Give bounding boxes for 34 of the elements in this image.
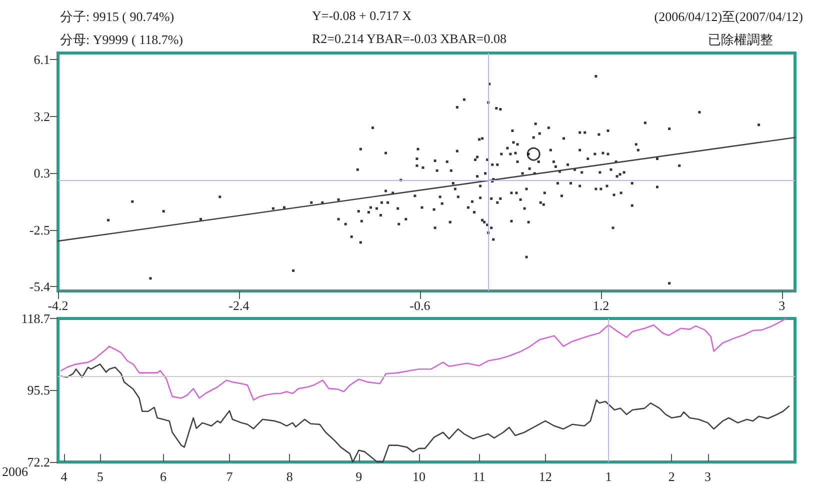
- line-series: [60, 364, 790, 463]
- x-tick-label: 9: [356, 469, 362, 483]
- x-tick-label: 1.2: [592, 298, 610, 313]
- y-tick-label: 3.2: [34, 108, 50, 124]
- x-tick-label: 1: [605, 469, 612, 483]
- text: R2=0.214 YBAR=-0.03 XBAR=0.08: [312, 31, 506, 47]
- x-tick-label: 8: [286, 469, 293, 483]
- line-series: [60, 318, 787, 401]
- text: 2006: [2, 464, 28, 480]
- x-tick-label: 3: [704, 469, 712, 483]
- x-tick-label: 7: [226, 469, 234, 483]
- y-tick-label: 0.3: [34, 166, 50, 181]
- text: 分子: 9915 ( 90.74%): [60, 8, 174, 26]
- y-tick-label: 72.2: [27, 454, 50, 470]
- text: Y=-0.08 + 0.717 X: [312, 8, 412, 24]
- x-tick-label: 2: [668, 469, 675, 483]
- y-tick-label: 95.5: [27, 382, 50, 398]
- x-tick-label: 3: [778, 298, 786, 313]
- text: 分母: Y9999 ( 118.7%): [60, 31, 184, 49]
- x-tick-label: 6: [160, 469, 168, 483]
- text: (2006/04/12)至(2007/04/12): [654, 8, 803, 26]
- y-tick-label: 6.1: [34, 52, 50, 68]
- x-tick-label: 5: [96, 469, 104, 483]
- x-tick-label: -2.4: [228, 298, 250, 313]
- x-tick-label: 12: [538, 469, 552, 483]
- x-tick-label: 10: [412, 469, 426, 483]
- text: 已除權調整: [708, 31, 773, 49]
- y-tick-label: -2.5: [29, 222, 50, 238]
- x-tick-label: 4: [60, 469, 68, 483]
- x-tick-label: 11: [472, 469, 486, 483]
- y-tick-label: -5.4: [29, 279, 50, 294]
- x-tick-label: -0.6: [410, 298, 431, 313]
- y-tick-label: 118.7: [21, 311, 50, 326]
- x-tick-label: -4.2: [48, 298, 68, 313]
